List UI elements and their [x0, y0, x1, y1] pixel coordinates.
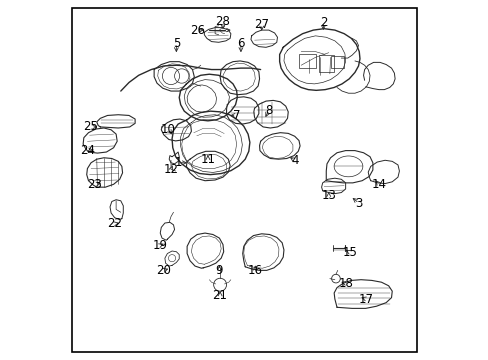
Text: 22: 22 [107, 217, 122, 230]
Text: 13: 13 [321, 189, 336, 202]
Text: 17: 17 [358, 293, 373, 306]
Text: 16: 16 [247, 264, 262, 277]
Text: 18: 18 [338, 277, 352, 290]
Text: 7: 7 [232, 109, 240, 122]
Text: 1: 1 [174, 156, 182, 169]
Text: 10: 10 [161, 122, 176, 136]
Text: 3: 3 [355, 197, 362, 210]
Text: 9: 9 [215, 264, 223, 277]
Text: 23: 23 [87, 178, 102, 191]
Text: 19: 19 [152, 239, 167, 252]
Bar [330, 55, 344, 68]
Text: 26: 26 [190, 24, 205, 37]
Bar [319, 55, 333, 72]
Text: 25: 25 [83, 121, 98, 134]
Bar [298, 54, 316, 68]
Text: 12: 12 [163, 163, 178, 176]
Text: 14: 14 [371, 178, 386, 191]
Text: 8: 8 [264, 104, 272, 117]
Text: 5: 5 [172, 36, 180, 50]
Text: 6: 6 [237, 36, 244, 50]
Text: 11: 11 [200, 153, 215, 166]
Text: 27: 27 [254, 18, 269, 31]
Text: 21: 21 [212, 289, 227, 302]
Text: 4: 4 [290, 154, 298, 167]
Text: 20: 20 [156, 264, 171, 277]
Text: 28: 28 [215, 15, 230, 28]
Text: 2: 2 [319, 16, 326, 29]
Text: 15: 15 [342, 246, 357, 259]
Text: 24: 24 [80, 144, 95, 157]
